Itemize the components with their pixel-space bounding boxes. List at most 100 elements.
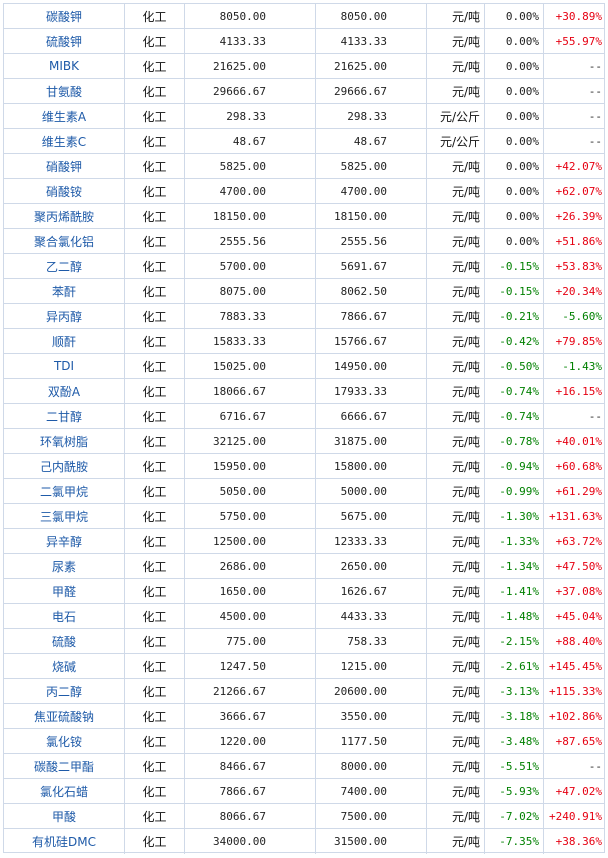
change-percent-cell: 0.00% [485, 154, 544, 178]
unit-cell: 元/吨 [427, 654, 485, 678]
category-cell: 化工 [125, 229, 185, 253]
unit-cell: 元/吨 [427, 79, 485, 103]
table-row: 电石 化工 4500.00 4433.33 元/吨 -1.48% +45.04% [4, 604, 604, 629]
change-percent-cell: 0.00% [485, 79, 544, 103]
commodity-name-link[interactable]: 甲酸 [4, 804, 125, 828]
category-cell: 化工 [125, 704, 185, 728]
unit-cell: 元/吨 [427, 604, 485, 628]
commodity-name-link[interactable]: 碳酸钾 [4, 4, 125, 28]
commodity-name-link[interactable]: 双酚A [4, 379, 125, 403]
commodity-name-link[interactable]: 异辛醇 [4, 529, 125, 553]
current-price-cell: 31875.00 [316, 429, 427, 453]
table-row: 硝酸钾 化工 5825.00 5825.00 元/吨 0.00% +42.07% [4, 154, 604, 179]
commodity-name-link[interactable]: 己内酰胺 [4, 454, 125, 478]
category-cell: 化工 [125, 179, 185, 203]
current-price-cell: 14950.00 [316, 354, 427, 378]
category-cell: 化工 [125, 629, 185, 653]
commodity-name-link[interactable]: 三氯甲烷 [4, 504, 125, 528]
yoy-change-cell: -5.60% [562, 309, 602, 323]
commodity-name-link[interactable]: 聚丙烯酰胺 [4, 204, 125, 228]
yoy-change-cell: +40.01% [555, 434, 602, 448]
yoy-change-cell: +51.86% [555, 234, 602, 248]
table-row: TDI 化工 15025.00 14950.00 元/吨 -0.50% -1.43% [4, 354, 604, 379]
current-price-cell: 2555.56 [316, 229, 427, 253]
yoy-change-cell: +87.65% [555, 734, 602, 748]
yoy-change-cell: +115.33% [549, 684, 602, 698]
commodity-name-link[interactable]: 甘氨酸 [4, 79, 125, 103]
change-percent-cell: 0.00% [485, 204, 544, 228]
commodity-name-link[interactable]: 硫酸钾 [4, 29, 125, 53]
commodity-name-link[interactable]: 乙二醇 [4, 254, 125, 278]
yoy-change-cell: +45.04% [555, 609, 602, 623]
commodity-name-link[interactable]: 烧碱 [4, 654, 125, 678]
unit-cell: 元/吨 [427, 29, 485, 53]
commodity-name-link[interactable]: 维生素A [4, 104, 125, 128]
table-row: 异丙醇 化工 7883.33 7866.67 元/吨 -0.21% -5.60% [4, 304, 604, 329]
unit-cell: 元/吨 [427, 254, 485, 278]
commodity-name-link[interactable]: 碳酸二甲酯 [4, 754, 125, 778]
commodity-name-link[interactable]: 环氧树脂 [4, 429, 125, 453]
yoy-change-cell: -- [588, 409, 602, 423]
commodity-name-link[interactable]: 焦亚硫酸钠 [4, 704, 125, 728]
commodity-name-link[interactable]: 硝酸铵 [4, 179, 125, 203]
previous-price-cell: 2555.56 [185, 229, 316, 253]
commodity-name-link[interactable]: 维生素C [4, 129, 125, 153]
change-percent-cell: -7.02% [485, 804, 544, 828]
yoy-change-cell: -- [588, 109, 602, 123]
previous-price-cell: 1220.00 [185, 729, 316, 753]
commodity-name-link[interactable]: 丙二醇 [4, 679, 125, 703]
price-table: 碳酸钾 化工 8050.00 8050.00 元/吨 0.00% +30.89% 硫酸钾 化工 4… [3, 3, 605, 854]
commodity-name-link[interactable]: MIBK [4, 54, 125, 78]
current-price-cell: 1215.00 [316, 654, 427, 678]
commodity-name-link[interactable]: 氯化石蜡 [4, 779, 125, 803]
table-row: 聚合氯化铝 化工 2555.56 2555.56 元/吨 0.00% +51.86% [4, 229, 604, 254]
table-row: 碳酸钾 化工 8050.00 8050.00 元/吨 0.00% +30.89% [4, 4, 604, 29]
table-row: 甲酸 化工 8066.67 7500.00 元/吨 -7.02% +240.91% [4, 804, 604, 829]
unit-cell: 元/吨 [427, 454, 485, 478]
current-price-cell: 15766.67 [316, 329, 427, 353]
commodity-name-link[interactable]: 有机硅DMC [4, 829, 125, 854]
current-price-cell: 7866.67 [316, 304, 427, 328]
table-row: 聚丙烯酰胺 化工 18150.00 18150.00 元/吨 0.00% +26.39% [4, 204, 604, 229]
commodity-name-link[interactable]: 聚合氯化铝 [4, 229, 125, 253]
commodity-name-link[interactable]: 顺酐 [4, 329, 125, 353]
category-cell: 化工 [125, 29, 185, 53]
change-percent-cell: -0.74% [485, 404, 544, 428]
yoy-change-cell: +53.83% [555, 259, 602, 273]
commodity-name-link[interactable]: 二甘醇 [4, 404, 125, 428]
commodity-name-link[interactable]: 异丙醇 [4, 304, 125, 328]
commodity-name-link[interactable]: 硫酸 [4, 629, 125, 653]
current-price-cell: 4133.33 [316, 29, 427, 53]
unit-cell: 元/公斤 [427, 104, 485, 128]
category-cell: 化工 [125, 604, 185, 628]
unit-cell: 元/吨 [427, 229, 485, 253]
previous-price-cell: 34000.00 [185, 829, 316, 854]
category-cell: 化工 [125, 54, 185, 78]
commodity-name-link[interactable]: 苯酐 [4, 279, 125, 303]
previous-price-cell: 4700.00 [185, 179, 316, 203]
commodity-name-link[interactable]: 电石 [4, 604, 125, 628]
change-percent-cell: -7.35% [485, 829, 544, 854]
commodity-name-link[interactable]: TDI [4, 354, 125, 378]
category-cell: 化工 [125, 529, 185, 553]
commodity-name-link[interactable]: 甲醛 [4, 579, 125, 603]
table-row: 氯化铵 化工 1220.00 1177.50 元/吨 -3.48% +87.65% [4, 729, 604, 754]
unit-cell: 元/吨 [427, 354, 485, 378]
table-row: MIBK 化工 21625.00 21625.00 元/吨 0.00% -- [4, 54, 604, 79]
commodity-name-link[interactable]: 硝酸钾 [4, 154, 125, 178]
current-price-cell: 7500.00 [316, 804, 427, 828]
current-price-cell: 21625.00 [316, 54, 427, 78]
yoy-change-cell: +62.07% [555, 184, 602, 198]
table-row: 甲醛 化工 1650.00 1626.67 元/吨 -1.41% +37.08% [4, 579, 604, 604]
table-row: 丙二醇 化工 21266.67 20600.00 元/吨 -3.13% +115.33% [4, 679, 604, 704]
commodity-name-link[interactable]: 二氯甲烷 [4, 479, 125, 503]
current-price-cell: 5691.67 [316, 254, 427, 278]
table-row: 乙二醇 化工 5700.00 5691.67 元/吨 -0.15% +53.83% [4, 254, 604, 279]
commodity-name-link[interactable]: 尿素 [4, 554, 125, 578]
commodity-name-link[interactable]: 氯化铵 [4, 729, 125, 753]
table-row: 甘氨酸 化工 29666.67 29666.67 元/吨 0.00% -- [4, 79, 604, 104]
change-percent-cell: 0.00% [485, 4, 544, 28]
category-cell: 化工 [125, 654, 185, 678]
current-price-cell: 17933.33 [316, 379, 427, 403]
yoy-change-cell: +20.34% [555, 284, 602, 298]
